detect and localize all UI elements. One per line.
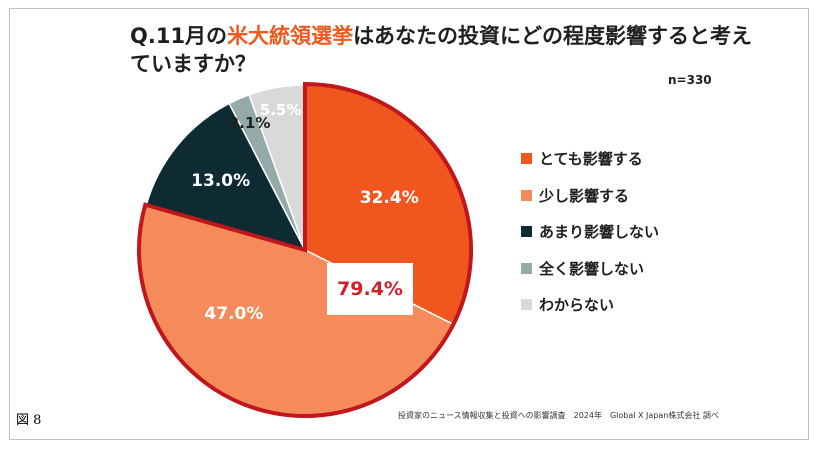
pie-slice-label-1: 47.0% xyxy=(204,304,263,324)
sample-size-label: n=330 xyxy=(668,73,712,87)
highlight-total-callout: 79.4% xyxy=(327,263,413,315)
legend-label-3: 全く影響しない xyxy=(539,259,645,278)
pie-slice-label-3: 2.1% xyxy=(229,114,271,132)
highlight-group-outline xyxy=(137,81,473,418)
chart-legend: とても影響する 少し影響する あまり影響しない 全く影響しない わからない xyxy=(521,148,659,331)
legend-swatch-4 xyxy=(521,299,532,310)
pie-slice-label-4: 5.5% xyxy=(260,101,302,119)
legend-item-4: わからない xyxy=(521,294,659,315)
legend-swatch-2 xyxy=(521,226,532,237)
legend-item-0: とても影響する xyxy=(521,148,659,169)
legend-item-1: 少し影響する xyxy=(521,185,659,206)
title-prefix: Q.11月の xyxy=(130,24,228,48)
legend-swatch-1 xyxy=(521,189,532,201)
legend-label-4: わからない xyxy=(539,296,615,314)
figure-label: 図 8 xyxy=(16,413,42,428)
source-note: 投資家のニュース情報収集と投資への影響調査 2024年 Global X Jap… xyxy=(398,411,719,420)
legend-label-0: とても影響する xyxy=(539,150,643,168)
legend-label-2: あまり影響しない xyxy=(539,223,660,241)
legend-swatch-0 xyxy=(521,153,532,164)
legend-item-2: あまり影響しない xyxy=(521,221,659,242)
title-suffix: はあなたの投資にどの程度影響すると考えていますか？ xyxy=(130,24,753,76)
pie-slice-label-2: 13.0% xyxy=(191,171,250,191)
legend-item-3: 全く影響しない xyxy=(521,258,659,279)
chart-title: Q.11月の米大統領選挙はあなたの投資にどの程度影響すると考えていますか？ xyxy=(130,22,770,78)
pie-slice-2 xyxy=(145,102,307,252)
legend-label-1: 少し影響する xyxy=(539,186,630,205)
title-highlight: 米大統領選挙 xyxy=(227,24,354,48)
legend-swatch-3 xyxy=(521,262,532,274)
pie-slice-label-0: 32.4% xyxy=(360,188,419,208)
